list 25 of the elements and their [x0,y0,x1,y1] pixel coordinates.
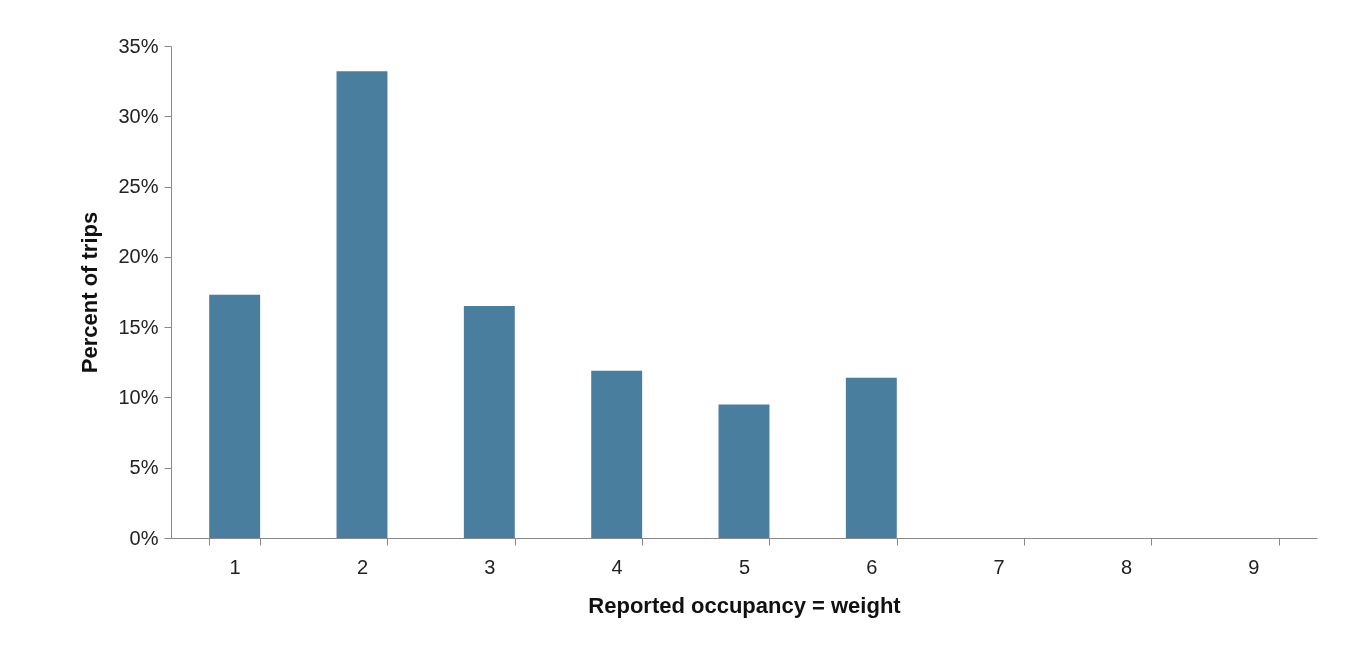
bar [845,377,897,538]
x-tick-label: 7 [993,555,1005,578]
y-tick-label: 15% [118,315,159,338]
y-tick-label: 35% [118,34,159,57]
x-tick-label: 5 [738,555,751,578]
bar [591,370,643,538]
bar [336,71,388,538]
x-tick-label: 4 [611,555,623,578]
x-tick-label: 1 [229,555,241,578]
x-tick-label: 9 [1248,555,1260,578]
x-tick-label: 3 [484,555,496,578]
bar [209,294,261,538]
y-tick-label: 5% [129,456,159,479]
x-tick-label: 6 [866,555,878,578]
x-tick-label: 2 [356,555,369,578]
y-tick-label: 25% [118,175,159,198]
x-axis-title: Reported occupancy = weight [588,592,902,618]
y-tick-label: 20% [118,245,159,268]
x-tick-label: 8 [1120,555,1133,578]
y-tick-label: 30% [118,104,159,127]
y-tick-label: 10% [118,385,159,408]
y-axis-title: Percent of trips [77,211,103,374]
y-tick-label: 0% [129,526,159,549]
bar [718,404,770,538]
bar [463,306,515,538]
